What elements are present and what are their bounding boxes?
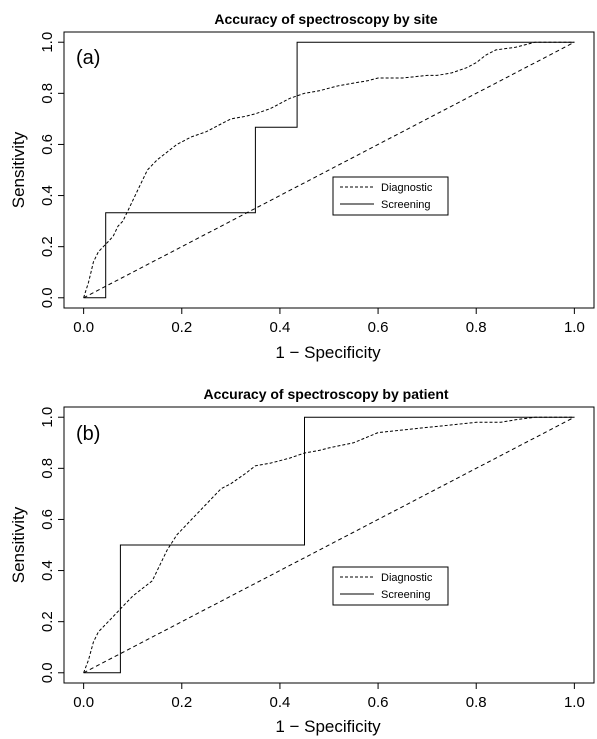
y-tick-label: 1.0: [39, 32, 56, 53]
y-tick-label: 0.6: [39, 134, 56, 155]
legend-label-screening: Screening: [381, 589, 431, 601]
series-screening-line: [83, 416, 575, 674]
x-tick-label: 1.0: [564, 694, 585, 711]
y-axis-label: Sensitivity: [9, 131, 28, 208]
legend-label-screening: Screening: [381, 199, 431, 211]
curve-group: [83, 41, 575, 299]
y-tick-label: 0.2: [39, 611, 56, 632]
reference-diagonal-line: [83, 416, 575, 674]
panel-label: (a): [76, 47, 100, 69]
plot-frame: [63, 31, 595, 309]
x-tick-label: 0.4: [269, 319, 290, 336]
y-tick-label: 0.4: [39, 185, 56, 206]
tick-group: 0.0 0.2 0.4 0.6 0.8 1.0 0.0 0.2 0.4 0.6 0.8 1.0: [39, 407, 585, 711]
x-axis-label: 1 − Specificity: [275, 717, 381, 736]
legend-label-diagnostic: Diagnostic: [381, 182, 433, 194]
x-tick-label: 0.8: [466, 694, 487, 711]
x-tick-label: 0.6: [368, 319, 389, 336]
x-tick-label: 0.2: [171, 694, 192, 711]
tick-group: 0.0 0.2 0.4 0.6 0.8 1.0 0.0 0.2 0.4 0.6 0.8 1.0: [39, 32, 585, 336]
y-tick-label: 0.0: [39, 662, 56, 683]
x-tick-label: 0.2: [171, 319, 192, 336]
y-tick-label: 0.6: [39, 509, 56, 530]
panel-b: Accuracy of spectroscopy by patient (b) …: [9, 386, 595, 736]
x-tick-label: 0.0: [73, 694, 94, 711]
x-tick-label: 0.4: [269, 694, 290, 711]
series-diagnostic-line: [83, 41, 575, 298]
y-tick-label: 0.4: [39, 560, 56, 581]
legend-label-diagnostic: Diagnostic: [381, 572, 433, 584]
series-screening-line: [83, 41, 575, 299]
curve-group: [83, 416, 575, 674]
panel-a: Accuracy of spectroscopy by site (a) 1 −…: [9, 11, 595, 362]
chart-title: Accuracy of spectroscopy by patient: [203, 386, 448, 402]
y-tick-label: 0.8: [39, 83, 56, 104]
y-tick-label: 0.8: [39, 458, 56, 479]
y-axis-label: Sensitivity: [9, 506, 28, 583]
legend: Diagnostic Screening: [332, 176, 449, 216]
series-diagnostic-line: [83, 416, 575, 673]
y-tick-label: 1.0: [39, 407, 56, 428]
panel-label: (b): [76, 423, 100, 445]
x-tick-label: 1.0: [564, 319, 585, 336]
y-tick-label: 0.2: [39, 236, 56, 257]
legend: Diagnostic Screening: [332, 566, 449, 606]
legend-box: [332, 176, 449, 216]
chart-title: Accuracy of spectroscopy by site: [214, 11, 438, 27]
x-tick-label: 0.0: [73, 319, 94, 336]
y-tick-label: 0.0: [39, 287, 56, 308]
x-tick-label: 0.6: [368, 694, 389, 711]
x-axis-label: 1 − Specificity: [275, 343, 381, 362]
reference-diagonal-line: [83, 41, 575, 299]
x-tick-label: 0.8: [466, 319, 487, 336]
plot-frame: [63, 406, 595, 684]
legend-box: [332, 566, 449, 606]
